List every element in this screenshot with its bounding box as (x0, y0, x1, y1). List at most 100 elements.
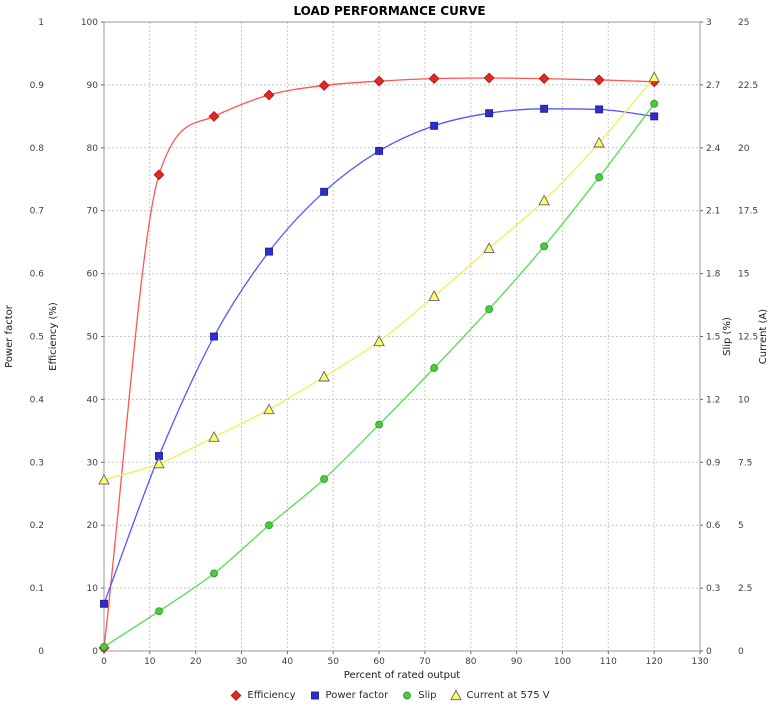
power_factor-tick-label: 0.3 (30, 458, 44, 468)
square-marker-icon (540, 104, 549, 113)
circle-legend-marker-icon (403, 691, 412, 699)
x-tick-label: 60 (373, 657, 385, 667)
diamond-marker-icon (153, 169, 165, 181)
slip-tick-label: 2.4 (706, 144, 721, 154)
series-line-current (103, 76, 655, 481)
square-marker-icon (310, 691, 319, 699)
diamond-marker-icon (538, 73, 550, 85)
slip-tick-label: 2.7 (706, 81, 720, 91)
slip-tick-label: 0.3 (706, 584, 720, 594)
current-tick-label: 20 (738, 144, 750, 154)
square-marker-icon (650, 112, 659, 121)
triangle-marker-icon (428, 290, 440, 301)
triangle-marker-icon (318, 370, 330, 382)
circle-marker-icon (155, 607, 163, 616)
slip-tick-label: 2.1 (706, 207, 720, 217)
circle-marker-icon (320, 475, 329, 484)
efficiency-tick-label: 60 (87, 270, 99, 280)
power_factor-axis-title: Power factor (4, 304, 15, 368)
legend-label-slip: Slip (418, 689, 437, 701)
power_factor-tick-label: 0.7 (30, 207, 44, 217)
efficiency-tick-label: 50 (87, 333, 99, 343)
triangle-marker-icon (483, 242, 495, 254)
square-marker-icon (100, 599, 108, 608)
chart-title: LOAD PERFORMANCE CURVE (293, 4, 486, 18)
x-tick-label: 40 (282, 657, 294, 667)
power_factor-tick-label: 0.6 (30, 270, 45, 280)
slip-axis-title: Slip (%) (722, 317, 733, 356)
diamond-marker-icon (230, 689, 242, 701)
circle-marker-icon (265, 521, 273, 530)
current-tick-label: 2.5 (738, 584, 752, 594)
diamond-marker-icon (428, 73, 440, 85)
efficiency-tick-label: 70 (87, 207, 99, 217)
legend-item-power-factor: Power factor (308, 689, 389, 702)
x-tick-label: 10 (144, 657, 156, 667)
triangle-marker-icon (208, 430, 220, 442)
current-tick-label: 22.5 (738, 81, 758, 91)
square-marker-icon (595, 105, 604, 114)
slip-tick-label: 3 (706, 18, 712, 28)
current-tick-label: 25 (738, 18, 749, 28)
legend-item-slip: Slip (400, 689, 437, 702)
diamond-marker-icon (373, 75, 385, 87)
x-axis-title: Percent of rated output (344, 670, 461, 681)
efficiency-tick-label: 80 (87, 144, 99, 154)
x-tick-label: 130 (691, 657, 708, 667)
power_factor-tick-label: 0.8 (30, 144, 45, 154)
x-tick-label: 50 (327, 657, 339, 667)
slip-tick-label: 1.5 (706, 333, 720, 343)
triangle-marker-icon (98, 473, 110, 485)
x-tick-label: 70 (419, 657, 431, 667)
efficiency-tick-label: 100 (81, 18, 98, 28)
square-marker-icon (430, 121, 439, 130)
power_factor-tick-label: 0.4 (30, 395, 45, 405)
power_factor-tick-label: 0.5 (30, 333, 44, 343)
x-tick-label: 100 (554, 657, 571, 667)
triangle-marker-icon (538, 194, 550, 206)
circle-marker-icon (485, 305, 494, 314)
legend-label-efficiency: Efficiency (247, 689, 296, 701)
circle-marker-icon (540, 242, 549, 251)
triangle-marker-icon (648, 71, 660, 83)
slip-tick-label: 0.6 (706, 521, 721, 531)
diamond-marker-icon (593, 74, 605, 86)
series-line-slip (103, 103, 655, 648)
current-tick-label: 7.5 (738, 458, 752, 468)
legend-label-power-factor: Power factor (325, 689, 389, 701)
plot-border (103, 21, 701, 652)
efficiency-tick-label: 30 (87, 458, 99, 468)
power_factor-tick-label: 0 (38, 647, 44, 657)
square-marker-icon (485, 109, 494, 118)
current-tick-label: 0 (738, 647, 744, 657)
x-tick-label: 80 (465, 657, 477, 667)
slip-tick-label: 0 (706, 647, 712, 657)
slip-tick-label: 1.2 (706, 395, 720, 405)
circle-marker-icon (100, 642, 108, 651)
legend-item-efficiency: Efficiency (229, 689, 296, 702)
diamond-marker-icon (263, 89, 275, 101)
square-marker-icon (210, 332, 218, 341)
triangle-marker-icon (593, 136, 605, 148)
circle-marker-icon (595, 173, 604, 182)
circle-marker-icon (403, 691, 412, 699)
square-legend-marker-icon (310, 691, 319, 699)
triangle-marker-icon (449, 688, 462, 700)
efficiency-axis-title: Efficiency (%) (48, 302, 59, 371)
power_factor-tick-label: 0.9 (30, 81, 45, 91)
current-tick-label: 12.5 (738, 333, 758, 343)
square-marker-icon (265, 247, 273, 256)
diamond-legend-marker-icon (230, 689, 242, 701)
diamond-marker-icon (483, 72, 495, 84)
efficiency-tick-label: 90 (87, 81, 99, 91)
x-tick-label: 90 (511, 657, 523, 667)
circle-marker-icon (650, 99, 659, 108)
power_factor-tick-label: 0.1 (30, 584, 44, 594)
x-tick-label: 120 (646, 657, 663, 667)
diamond-marker-icon (318, 80, 330, 91)
triangle-legend-marker-icon (449, 688, 462, 700)
legend-item-current-at-575-v: Current at 575 V (449, 688, 550, 702)
circle-marker-icon (210, 569, 218, 578)
triangle-marker-icon (153, 457, 165, 469)
